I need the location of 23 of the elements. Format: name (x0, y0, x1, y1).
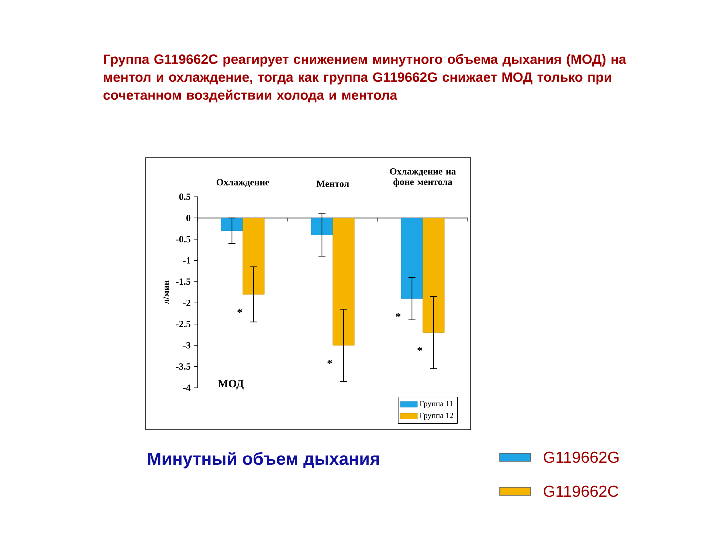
y-tick-label: -3 (183, 342, 191, 349)
chart-title: Группа G119662C реагирует снижением минутного объема дыхания (МОД) на ментол и охлаждение, тогда как группа G119662G снижает МОД только при сочетанном воздействии холода и ментола (104, 54, 627, 103)
annotation: * (238, 309, 242, 314)
text: Минутный объем дыхания (148, 452, 380, 469)
y-tick-label: -4 (183, 384, 191, 392)
y-tick-label: -2.5 (176, 321, 191, 328)
x-tick-label: Охлаждение (216, 179, 270, 188)
x-tick-label: Ментол (316, 180, 350, 188)
y-tick-label: -1 (183, 258, 190, 264)
y-tick-label: -2 (183, 300, 191, 306)
annotation: * (396, 313, 401, 318)
annotation: * (328, 360, 332, 364)
y-axis-title: л/мин (163, 280, 170, 304)
y-tick-label: 0.5 (180, 194, 191, 200)
text: G119662G (544, 452, 619, 464)
y-tick-label: -1.5 (176, 278, 191, 286)
y-tick-label: 0 (186, 215, 191, 222)
annotation: МОД (218, 380, 244, 390)
x-tick-label: Охлаждение на фоне ментола (390, 168, 456, 188)
annotation: * (418, 347, 422, 352)
text: G119662C (544, 486, 619, 498)
y-tick-label: -3.5 (176, 364, 191, 370)
y-tick-label: -0.5 (176, 236, 191, 243)
